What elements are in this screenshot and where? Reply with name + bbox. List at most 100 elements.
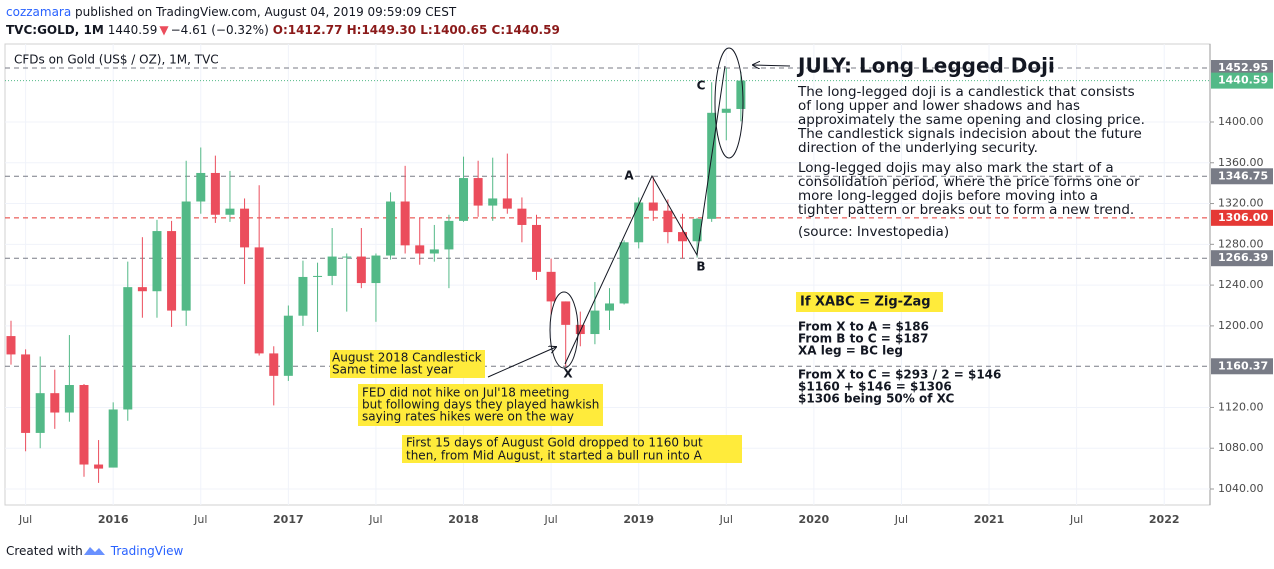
footer: Created with TradingView bbox=[6, 544, 183, 558]
doji-text: Long-legged dojis may also mark the star… bbox=[798, 160, 1114, 176]
candle-body bbox=[108, 409, 118, 468]
y-tick-label: 1400.00 bbox=[1218, 115, 1264, 128]
candle-body bbox=[123, 287, 133, 410]
candle-body bbox=[35, 393, 45, 433]
x-tick-label: Jul bbox=[193, 513, 207, 526]
price-tag-label: 1452.95 bbox=[1218, 61, 1268, 74]
candle-body bbox=[707, 112, 717, 219]
note-text: but following days they played hawkish bbox=[362, 398, 599, 412]
author[interactable]: cozzamara bbox=[6, 5, 71, 19]
candle-body bbox=[546, 271, 556, 302]
candle-body bbox=[181, 201, 191, 311]
price: 1440.59 bbox=[108, 23, 158, 37]
note-box bbox=[330, 350, 485, 378]
candle-body bbox=[196, 172, 206, 202]
candle-body bbox=[605, 303, 614, 311]
x-tick-label: 2018 bbox=[448, 513, 479, 526]
price-tag-label: 1306.00 bbox=[1218, 211, 1268, 224]
candle-body bbox=[50, 393, 60, 413]
point-label: X bbox=[563, 367, 573, 381]
candle-body bbox=[575, 324, 585, 335]
drawings bbox=[487, 47, 791, 378]
y-tick-label: 1080.00 bbox=[1218, 441, 1264, 454]
logo bbox=[84, 547, 105, 555]
published: published on TradingView.com, August 04,… bbox=[71, 5, 457, 19]
x-tick-label: 2017 bbox=[273, 513, 304, 526]
price-tag bbox=[1211, 250, 1273, 267]
candle-body bbox=[473, 178, 483, 206]
candle-body bbox=[327, 256, 337, 276]
candle-body bbox=[400, 201, 410, 246]
x-tick-label: 2019 bbox=[623, 513, 654, 526]
x-tick-label: Jul bbox=[894, 513, 908, 526]
candle-body bbox=[386, 201, 396, 256]
candle-body bbox=[94, 464, 104, 469]
candle-body bbox=[6, 336, 16, 355]
y-tick-label: 1360.00 bbox=[1218, 156, 1264, 169]
price-tag bbox=[1211, 209, 1273, 226]
doji-text: The candlestick signals indecision about… bbox=[797, 126, 1142, 142]
x-tick-label: 2022 bbox=[1149, 513, 1180, 526]
zigzag-line: From X to C = $293 / 2 = $146 bbox=[798, 368, 1001, 382]
point-label: B bbox=[696, 260, 705, 274]
arrow bbox=[487, 347, 556, 378]
candle-body bbox=[663, 210, 673, 233]
candle-body bbox=[459, 178, 469, 221]
doji-text: direction of the underlying security. bbox=[798, 140, 1038, 156]
doji-text: of long upper and lower shadows and has bbox=[798, 98, 1080, 114]
candle-body bbox=[254, 247, 264, 354]
x-tick-label: 2021 bbox=[974, 513, 1005, 526]
y-tick-label: 1320.00 bbox=[1218, 197, 1264, 210]
ohlc: O:1412.77 H:1449.30 L:1400.65 C:1440.59 bbox=[273, 23, 560, 37]
candle-body bbox=[502, 198, 512, 209]
candle-body bbox=[64, 385, 74, 413]
candle-body bbox=[225, 208, 235, 215]
candle-body bbox=[79, 385, 89, 465]
chart-title: CFDs on Gold (US$ / OZ), 1M, TVC bbox=[14, 53, 219, 67]
doji-text: more long-legged dojis before moving int… bbox=[798, 188, 1098, 204]
source: (source: Investopedia) bbox=[798, 224, 949, 240]
x-tick-label: 2016 bbox=[98, 513, 129, 526]
brand[interactable]: TradingView bbox=[110, 544, 184, 558]
candle-body bbox=[736, 80, 746, 109]
price-tag-label: 1160.37 bbox=[1218, 359, 1268, 372]
y-tick-label: 1280.00 bbox=[1218, 237, 1264, 250]
zigzag-title: If XABC = Zig-Zag bbox=[800, 295, 931, 310]
candle-body bbox=[137, 287, 147, 292]
price-tag-label: 1440.59 bbox=[1218, 74, 1268, 87]
candle-body bbox=[21, 354, 31, 433]
note-text: FED did not hike on Jul'18 meeting bbox=[362, 386, 569, 400]
x-tick-label: Jul bbox=[1069, 513, 1083, 526]
change: −4.61 (−0.32%) bbox=[171, 23, 269, 37]
note-box bbox=[402, 435, 742, 463]
candle-body bbox=[152, 231, 162, 292]
doji-text: tighter pattern or breaks out to form a … bbox=[798, 202, 1134, 218]
note-box bbox=[358, 384, 603, 426]
note-text: First 15 days of August Gold dropped to … bbox=[406, 436, 703, 450]
x-tick-label: Jul bbox=[368, 513, 382, 526]
header-line: cozzamara published on TradingView.com, … bbox=[6, 5, 457, 19]
candle-body bbox=[429, 249, 439, 254]
y-tick-label: 1120.00 bbox=[1218, 400, 1264, 413]
candle-body bbox=[356, 256, 366, 284]
candle-body bbox=[167, 231, 177, 311]
price-tag bbox=[1211, 72, 1273, 89]
candle-body bbox=[298, 276, 308, 316]
doji-title: JULY: Long Legged Doji bbox=[796, 54, 1055, 78]
price-tag-label: 1346.75 bbox=[1218, 169, 1268, 182]
price-tag bbox=[1211, 168, 1273, 185]
point-label: A bbox=[624, 169, 634, 183]
note-text: saying rates hikes were on the way bbox=[362, 410, 574, 424]
note-box bbox=[796, 292, 943, 312]
candle-body bbox=[590, 310, 600, 335]
arrow: ▼ bbox=[159, 23, 169, 37]
note-text: August 2018 Candlestick bbox=[332, 351, 482, 365]
zigzag-line: $1306 being 50% of XC bbox=[798, 392, 954, 406]
y-tick-label: 1200.00 bbox=[1218, 319, 1264, 332]
doji-text: consolidation period, where the price fo… bbox=[798, 174, 1140, 190]
candle-body bbox=[634, 202, 644, 243]
candle-body bbox=[648, 202, 658, 211]
candle-body bbox=[283, 315, 293, 376]
candle-body bbox=[677, 232, 687, 242]
